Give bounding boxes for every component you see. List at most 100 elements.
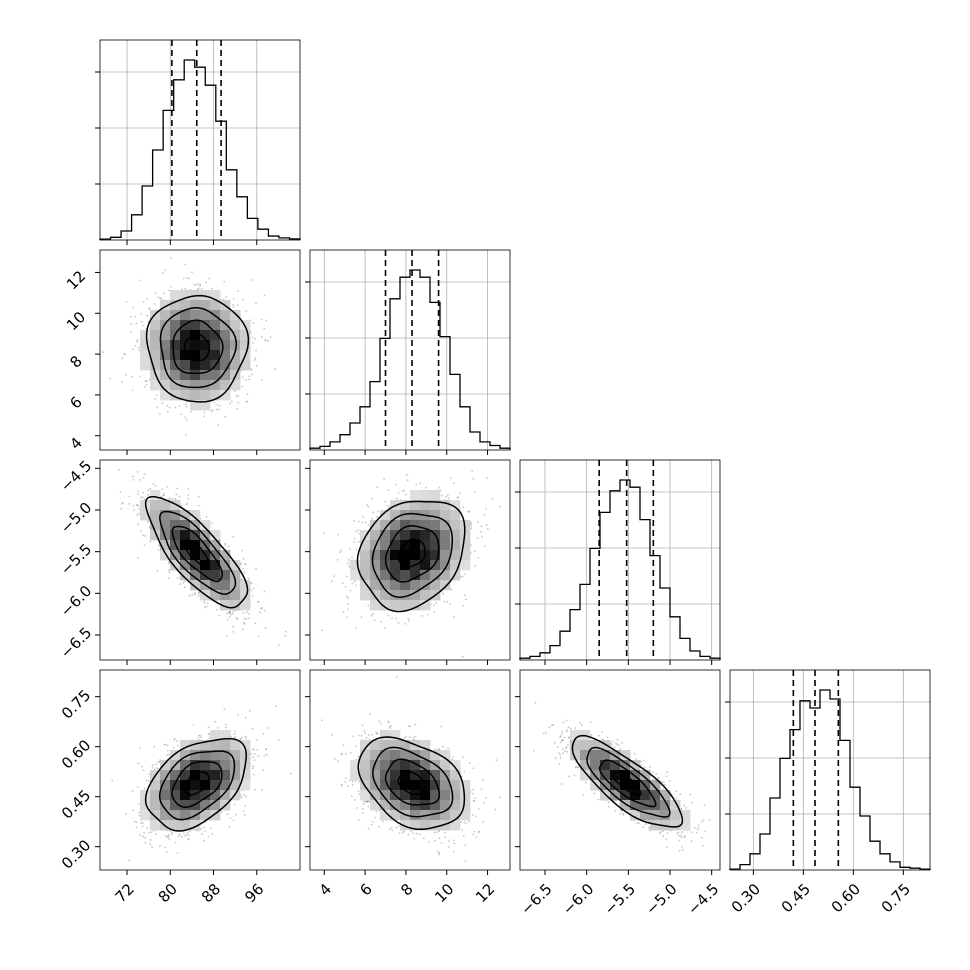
scatter-point <box>132 306 135 309</box>
scatter-point <box>146 827 149 829</box>
scatter-point <box>167 562 170 565</box>
scatter-point <box>248 612 250 615</box>
density-cell <box>180 390 191 401</box>
scatter-point <box>367 505 370 508</box>
scatter-point <box>208 737 211 739</box>
scatter-point <box>680 834 682 837</box>
density-cell <box>150 350 161 361</box>
scatter-point <box>418 833 421 836</box>
scatter-point <box>590 734 593 736</box>
scatter-point <box>251 595 254 597</box>
density-cell <box>190 780 201 791</box>
scatter-point <box>246 611 248 613</box>
scatter-point <box>243 621 246 624</box>
density-cell <box>460 560 471 571</box>
density-cell <box>430 580 441 591</box>
scatter-point <box>472 477 475 480</box>
density-panel <box>100 250 300 450</box>
scatter-point <box>197 736 200 739</box>
scatter-point <box>244 737 247 739</box>
scatter-point <box>153 768 156 771</box>
scatter-point <box>173 737 176 740</box>
scatter-point <box>559 736 562 739</box>
panel-background <box>100 40 300 240</box>
scatter-point <box>120 507 123 510</box>
scatter-point <box>473 550 476 553</box>
scatter-point <box>145 383 148 386</box>
density-cell <box>400 600 411 611</box>
scatter-point <box>189 830 192 833</box>
scatter-point <box>376 516 378 518</box>
density-cell <box>210 800 221 811</box>
contour-line <box>183 771 210 796</box>
scatter-point <box>559 741 562 744</box>
density-cell <box>620 760 631 771</box>
scatter-point <box>666 775 668 778</box>
scatter-point <box>224 726 227 729</box>
scatter-point <box>136 340 139 343</box>
scatter-point <box>601 731 604 734</box>
scatter-point <box>657 777 660 779</box>
density-cell <box>210 780 221 791</box>
density-cell <box>430 490 441 501</box>
density-cell <box>150 330 161 341</box>
density-cell <box>210 300 221 311</box>
scatter-point <box>353 520 355 522</box>
y-tick-label: 10 <box>63 308 89 334</box>
density-cell <box>410 590 421 601</box>
y-tick-label: −5.5 <box>57 540 95 578</box>
density-cell <box>380 580 391 591</box>
scatter-point <box>336 760 339 763</box>
scatter-point <box>661 830 664 833</box>
scatter-point <box>211 522 214 525</box>
density-cell <box>210 550 221 561</box>
scatter-point <box>567 737 570 740</box>
scatter-point <box>690 831 693 834</box>
scatter-point <box>251 767 254 770</box>
scatter-point <box>197 595 200 598</box>
scatter-point <box>349 751 352 754</box>
panel-frame <box>309 459 511 661</box>
scatter-point <box>200 287 203 290</box>
density-cell <box>410 790 421 801</box>
y-tick-label: −5.0 <box>57 499 95 537</box>
scatter-point <box>453 842 455 845</box>
scatter-point <box>483 802 485 804</box>
density-cell <box>160 310 171 321</box>
scatter-point <box>246 400 248 403</box>
scatter-point <box>321 629 324 632</box>
density-panel <box>310 460 510 660</box>
scatter-point <box>162 292 165 295</box>
density-cell <box>140 810 151 821</box>
scatter-point <box>248 378 251 381</box>
scatter-point <box>154 485 157 487</box>
y-tick-label: 0.75 <box>58 686 94 722</box>
contour-line <box>397 770 427 795</box>
scatter-point <box>183 832 185 835</box>
scatter-point <box>194 593 196 596</box>
density-cell <box>160 520 171 531</box>
scatter-point <box>186 277 189 280</box>
density-cell <box>420 490 431 501</box>
scatter-point <box>168 289 171 292</box>
scatter-point <box>228 825 231 828</box>
y-tick-label: 0.30 <box>58 836 94 872</box>
scatter-point <box>703 804 706 807</box>
scatter-point <box>475 836 478 838</box>
scatter-point <box>373 619 376 622</box>
scatter-point <box>162 492 165 495</box>
scatter-point <box>230 735 232 738</box>
y-tick-label: 0.45 <box>58 786 94 822</box>
density-cell <box>390 510 401 521</box>
density-cell <box>220 360 231 371</box>
scatter-point <box>683 836 686 838</box>
scatter-point <box>134 315 137 318</box>
density-cell <box>410 600 421 611</box>
density-cell <box>390 560 401 571</box>
density-cell <box>220 310 231 321</box>
density-cell <box>240 360 251 371</box>
scatter-point <box>577 766 580 768</box>
scatter-point <box>200 736 203 739</box>
scatter-point <box>232 535 235 538</box>
scatter-point <box>407 617 410 620</box>
